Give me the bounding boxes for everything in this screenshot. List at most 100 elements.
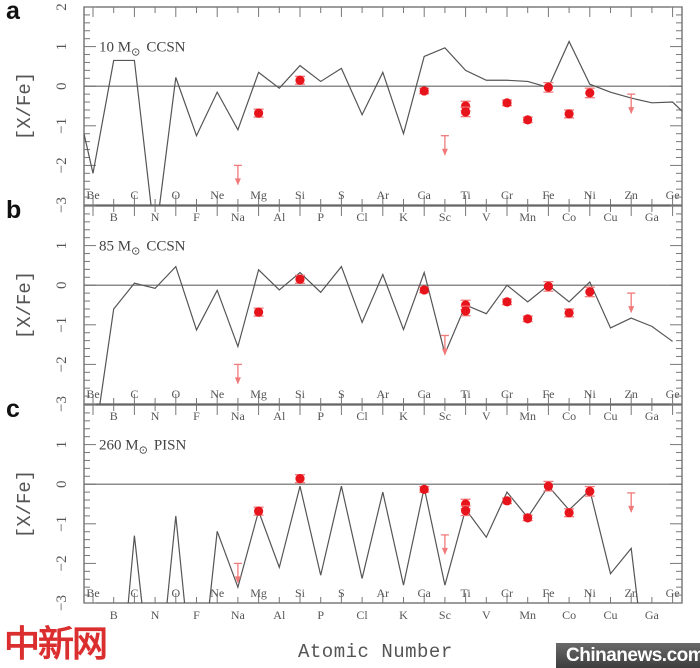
y-tick-label: 2 (54, 3, 70, 11)
observed-point-Cr (502, 98, 512, 108)
y-axis-label: [X/Fe] (14, 72, 36, 140)
data-point (295, 274, 305, 284)
data-point (419, 285, 429, 295)
x-tick-label: Al (273, 210, 286, 224)
x-tick-label: Sc (439, 409, 451, 423)
x-tick-label: C (130, 586, 138, 600)
x-tick-label: P (317, 409, 324, 423)
y-tick-label: 0 (54, 281, 70, 289)
observed-point-Fe (543, 480, 554, 492)
x-tick-label: N (151, 608, 160, 622)
model-line (83, 40, 683, 206)
upper-limit-Na (233, 562, 242, 584)
data-point (585, 486, 595, 496)
panel-letter-b: b (6, 196, 22, 224)
x-tick-label: Ne (210, 586, 224, 600)
x-tick-label: Cl (356, 608, 368, 622)
model-mass: 10 M (99, 40, 131, 56)
upper-limit-Sc (440, 334, 449, 356)
x-tick-label: Ti (460, 188, 471, 202)
data-point (523, 513, 533, 523)
observed-point-Mn (522, 314, 533, 324)
panel-letter-c: c (6, 395, 20, 423)
x-tick-label: O (171, 387, 180, 401)
x-tick-label: Ga (645, 409, 660, 423)
x-tick-label: Ni (584, 188, 597, 202)
x-tick-label: Ge (666, 586, 680, 600)
upper-limit-Zn (627, 492, 636, 513)
x-tick-label: Cu (603, 608, 617, 622)
data-point (502, 98, 512, 108)
x-tick-label: Sc (439, 608, 451, 622)
x-tick-label: C (130, 387, 138, 401)
watermark-logo-cn: 中新网 (4, 624, 108, 665)
x-tick-label: Sc (439, 210, 451, 224)
panel-a: 210−1−2−3[X/Fe]BeBCNOFNeNaMgAlSiPSClArKC… (14, 3, 683, 224)
x-tick-label: Cl (356, 409, 368, 423)
observed-point-Mg (253, 108, 264, 118)
x-tick-label: Ne (210, 188, 224, 202)
x-tick-label: P (317, 608, 324, 622)
data-point (461, 506, 471, 516)
sun-symbol: ⊙ (131, 246, 140, 258)
x-tick-label: Fe (542, 387, 554, 401)
data-point (461, 107, 471, 117)
x-axis-title: Atomic Number (298, 641, 453, 663)
data-point (502, 297, 512, 307)
data-point (543, 281, 554, 291)
watermark-box (556, 643, 700, 668)
data-point (419, 86, 429, 96)
down-arrow-icon (628, 505, 635, 513)
observed-point-Ca (419, 484, 430, 494)
down-arrow-icon (234, 377, 241, 385)
panel-c: 10−1−2−3[X/Fe]BeBCNOFNeNaMgAlSiPSClArKCa… (14, 404, 683, 622)
down-arrow-icon (441, 348, 448, 356)
sun-symbol: ⊙ (139, 445, 148, 457)
x-tick-label: Co (562, 409, 576, 423)
x-tick-label: Na (231, 409, 246, 423)
data-point (564, 109, 574, 119)
y-tick-label: −2 (54, 555, 70, 571)
x-tick-label: B (110, 409, 118, 423)
x-tick-label: Be (86, 586, 99, 600)
y-tick-label: −1 (54, 317, 70, 333)
x-tick-label: Ca (418, 586, 432, 600)
x-tick-label: Cr (501, 188, 513, 202)
panel-b: 10−1−2−3[X/Fe]BeBCNOFNeNaMgAlSiPSClArKCa… (14, 205, 683, 423)
x-tick-label: Ge (666, 387, 680, 401)
sun-symbol: ⊙ (131, 47, 140, 59)
data-point (523, 314, 533, 324)
observed-point-Si (295, 274, 305, 284)
upper-limit-Na (233, 363, 242, 385)
x-tick-label: Ti (460, 387, 471, 401)
model-type: CCSN (146, 40, 185, 56)
observed-point-Ni (584, 87, 595, 99)
y-tick-label: −3 (54, 396, 70, 412)
x-tick-label: Be (86, 387, 99, 401)
x-tick-label: Be (86, 188, 99, 202)
observed-point-Ti (460, 505, 471, 517)
x-tick-label: S (338, 586, 345, 600)
data-point (419, 484, 429, 494)
observed-point-Si (295, 474, 305, 484)
data-point (564, 508, 574, 518)
x-tick-label: C (130, 188, 138, 202)
x-tick-label: V (482, 210, 491, 224)
observed-point-Ni (584, 485, 595, 497)
data-point (254, 307, 264, 317)
x-tick-label: S (338, 188, 345, 202)
y-tick-label: 0 (54, 82, 70, 90)
x-tick-label: Ca (418, 387, 432, 401)
x-tick-label: Ar (376, 387, 389, 401)
x-tick-label: Mn (519, 210, 536, 224)
y-tick-label: 1 (54, 43, 70, 51)
model-mass: 85 M (99, 239, 131, 255)
x-tick-label: F (193, 409, 200, 423)
down-arrow-icon (234, 178, 241, 186)
watermark-text: Chinanews.com (566, 645, 700, 666)
observed-point-Ti (460, 106, 471, 118)
x-tick-label: Mg (250, 387, 267, 401)
x-tick-label: O (171, 188, 180, 202)
y-tick-label: 0 (54, 480, 70, 488)
x-tick-label: Na (231, 608, 246, 622)
